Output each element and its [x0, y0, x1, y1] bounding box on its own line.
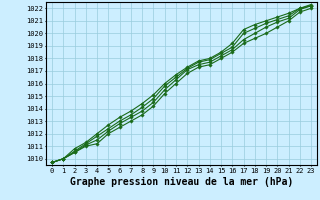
X-axis label: Graphe pression niveau de la mer (hPa): Graphe pression niveau de la mer (hPa)	[70, 177, 293, 187]
